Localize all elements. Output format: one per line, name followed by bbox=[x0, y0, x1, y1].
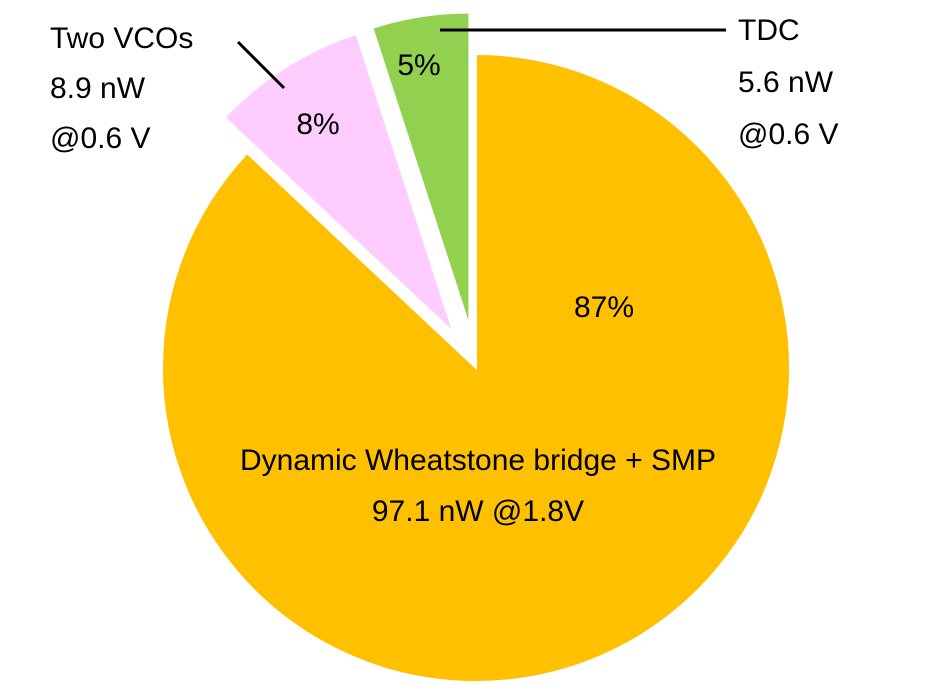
slice-label-two-vcos-line-2: 8.9 nW bbox=[50, 72, 146, 105]
slice-label-two-vcos-line-1: Two VCOs bbox=[50, 22, 193, 55]
slice-percent-tdc: 5% bbox=[397, 49, 440, 82]
slice-label-tdc-line-1: TDC bbox=[738, 14, 800, 47]
slice-label-bridge-line-2: 97.1 nW @1.8V bbox=[372, 495, 584, 528]
slice-label-two-vcos-line-3: @0.6 V bbox=[50, 122, 151, 155]
pie-slice-bridge bbox=[161, 52, 791, 683]
slice-percent-two-vcos: 8% bbox=[296, 108, 339, 141]
pie-slices bbox=[161, 11, 791, 683]
slice-label-bridge-line-1: Dynamic Wheatstone bridge + SMP bbox=[240, 444, 716, 477]
slice-percent-bridge: 87% bbox=[574, 291, 634, 324]
slice-label-tdc-line-2: 5.6 nW bbox=[738, 66, 834, 99]
pie-slice-two-vcos bbox=[223, 32, 455, 334]
slice-label-tdc-line-3: @0.6 V bbox=[738, 118, 839, 151]
pie-slice-tdc bbox=[371, 11, 471, 327]
leader-line-two-vcos bbox=[236, 40, 286, 90]
